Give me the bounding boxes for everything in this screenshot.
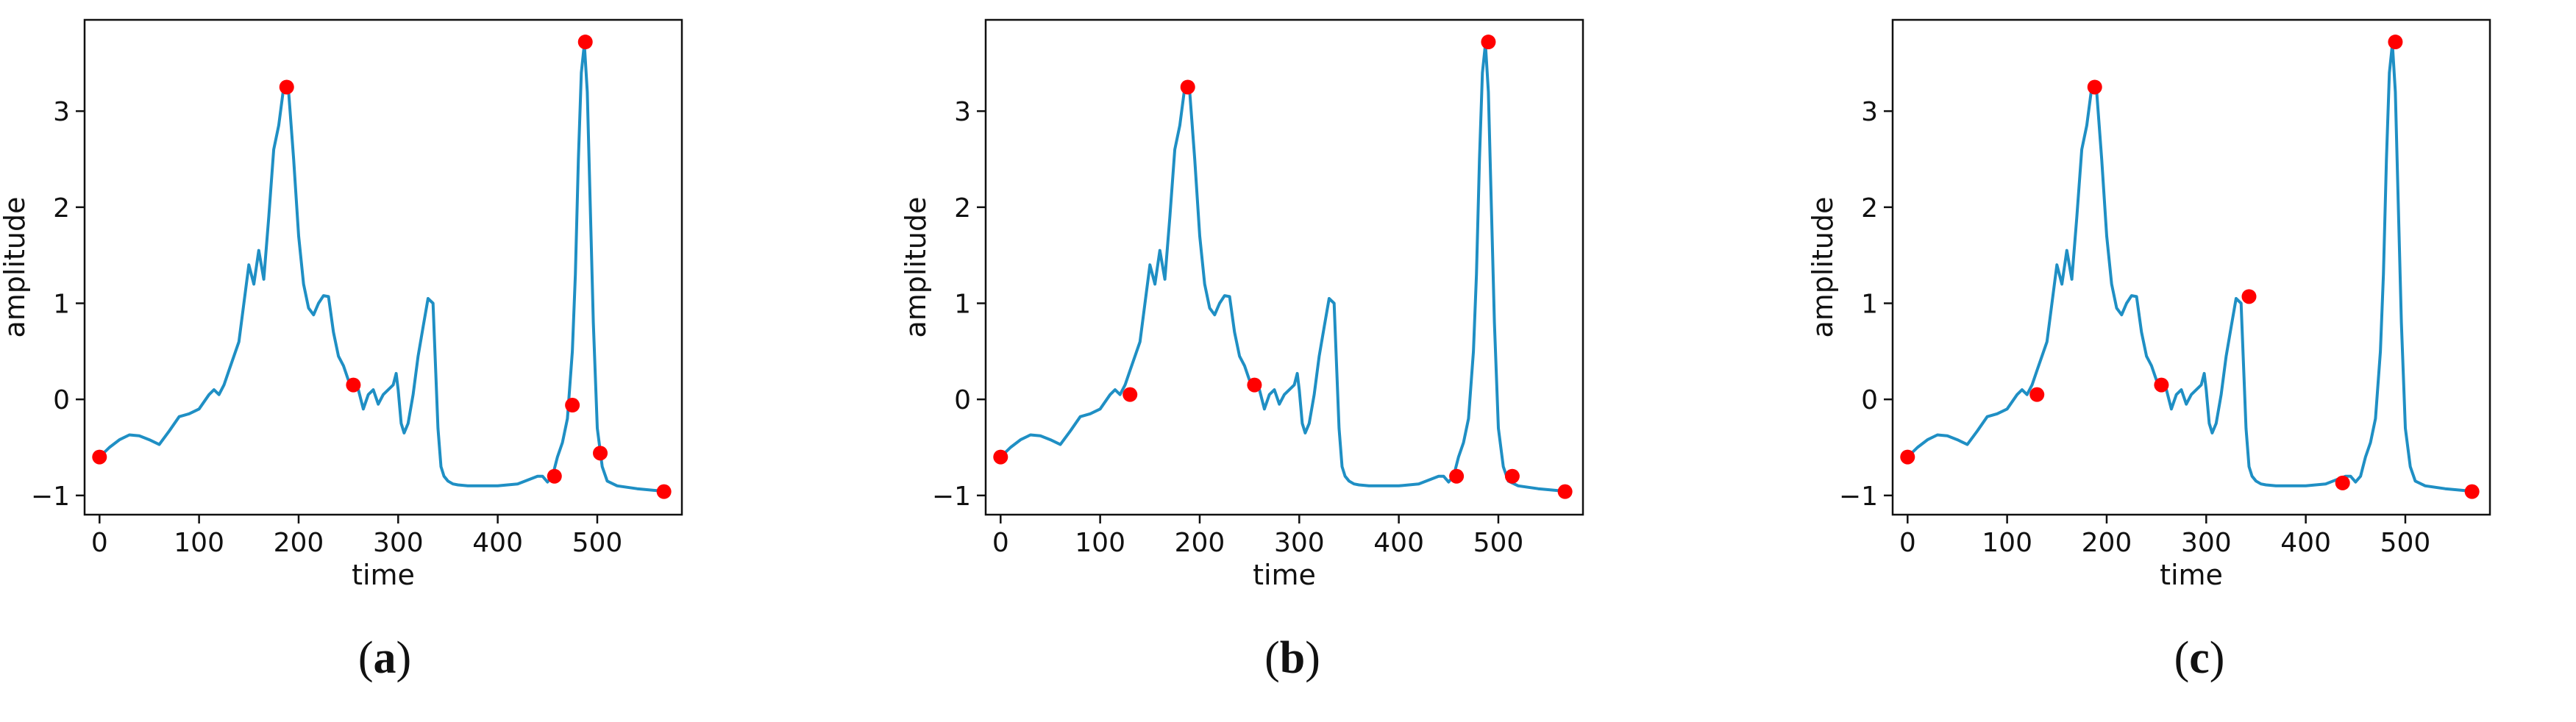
caption-b: (b) [1264, 633, 1320, 683]
x-tick-label: 100 [1075, 528, 1125, 558]
x-tick-label: 0 [1899, 528, 1916, 558]
x-tick-label: 100 [1982, 528, 2032, 558]
y-tick-label: 0 [954, 385, 971, 415]
x-tick-label: 0 [992, 528, 1009, 558]
peak-marker [1449, 468, 1465, 484]
plot-frame [984, 18, 1584, 516]
peak-marker [547, 468, 562, 484]
caption-c: (c) [2174, 633, 2225, 683]
x-tick-label: 200 [2082, 528, 2132, 558]
x-tick-label: 200 [1175, 528, 1225, 558]
panel-c: 0 100 200 300 400 500 −1 0 1 2 3 time amplitude [1807, 18, 2491, 591]
x-tick-label: 300 [2181, 528, 2232, 558]
y-tick-label: 2 [954, 193, 971, 224]
panel-b: 0 100 200 300 400 500 −1 0 1 2 3 time amplitude [900, 18, 1584, 591]
x-tick-label: 500 [572, 528, 623, 558]
peak-marker [656, 484, 672, 499]
peak-marker [1504, 468, 1520, 484]
peak-marker [2388, 35, 2403, 50]
y-axis-label: amplitude [0, 196, 31, 337]
peak-marker [593, 446, 608, 461]
x-axis-label: time [2160, 559, 2223, 591]
peak-marker [2029, 387, 2045, 402]
peak-marker [1247, 377, 1262, 393]
x-tick-label: 100 [174, 528, 224, 558]
series-line [999, 42, 1565, 493]
y-tick-label: 0 [1861, 385, 1878, 415]
series-line [1906, 42, 2472, 493]
peak-marker [2154, 377, 2169, 393]
peak-marker [2087, 79, 2102, 95]
peak-marker [993, 449, 1008, 465]
peak-marker [279, 79, 294, 95]
y-tick-label: 0 [53, 385, 70, 415]
plot-frame [1891, 18, 2491, 516]
y-axis-label: amplitude [1807, 196, 1839, 337]
x-tick-label: 400 [1373, 528, 1424, 558]
peak-marker [346, 377, 361, 393]
x-tick-label: 200 [274, 528, 324, 558]
y-tick-label: −1 [31, 482, 70, 512]
x-axis-label: time [1253, 559, 1316, 591]
x-tick-label: 300 [373, 528, 424, 558]
y-tick-label: 1 [1861, 290, 1878, 320]
y-tick-label: 2 [1861, 193, 1878, 224]
peak-marker [92, 449, 107, 465]
y-tick-label: −1 [932, 482, 971, 512]
y-tick-label: 3 [53, 97, 70, 127]
y-tick-label: −1 [1839, 482, 1878, 512]
peak-marker [2241, 289, 2257, 304]
x-tick-label: 400 [472, 528, 523, 558]
x-tick-label: 500 [1473, 528, 1524, 558]
peak-marker [2464, 484, 2480, 499]
y-tick-label: 3 [1861, 97, 1878, 127]
peak-marker [1900, 449, 1915, 465]
peak-marker [1481, 35, 1496, 50]
x-tick-label: 400 [2280, 528, 2331, 558]
y-axis-label: amplitude [900, 196, 932, 337]
peak-marker [1557, 484, 1573, 499]
x-tick-label: 300 [1274, 528, 1325, 558]
panel-a: 0 100 200 300 400 500 −1 0 1 2 3 time amplitude [0, 18, 683, 591]
y-tick-label: 3 [954, 97, 971, 127]
x-tick-label: 500 [2380, 528, 2431, 558]
peak-marker [1180, 79, 1195, 95]
x-axis-label: time [352, 559, 415, 591]
series-line [98, 42, 664, 493]
peak-marker [565, 398, 580, 413]
peak-marker [1122, 387, 1138, 402]
plot-frame [83, 18, 683, 516]
x-tick-label: 0 [91, 528, 108, 558]
peak-marker [2335, 475, 2350, 490]
y-tick-label: 1 [954, 290, 971, 320]
caption-a: (a) [357, 633, 412, 683]
y-tick-label: 2 [53, 193, 70, 224]
y-tick-label: 1 [53, 290, 70, 320]
peak-marker [577, 35, 593, 50]
